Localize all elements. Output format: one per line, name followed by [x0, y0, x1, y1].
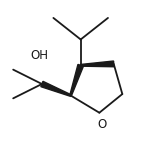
Text: OH: OH: [30, 49, 48, 62]
Polygon shape: [81, 61, 114, 67]
Polygon shape: [70, 64, 83, 96]
Text: O: O: [97, 118, 106, 131]
Polygon shape: [41, 81, 71, 96]
